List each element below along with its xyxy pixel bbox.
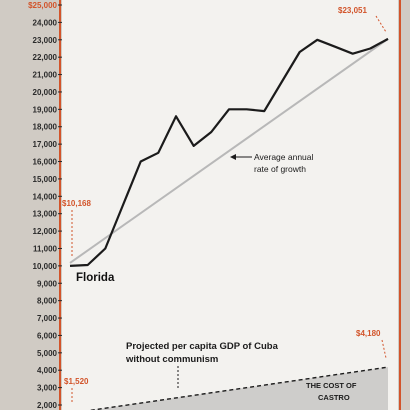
y-tick-label: 10,000 — [33, 262, 58, 271]
label-florida-start: $10,168 — [62, 199, 91, 208]
label-trend-line1: Average annual — [254, 152, 314, 162]
series-line-florida — [69, 37, 389, 267]
y-tick-label: 24,000 — [33, 18, 58, 27]
label-cuba-end: $4,180 — [356, 329, 381, 338]
label-cuba-line2: without communism — [125, 354, 218, 365]
label-cuba-line1: Projected per capita GDP of Cuba — [126, 341, 279, 352]
y-tick-label: 13,000 — [33, 210, 58, 219]
florida-end-leader — [375, 15, 387, 33]
label-series-florida: Florida — [76, 272, 115, 284]
y-tick-label: 19,000 — [33, 105, 58, 114]
cuba-projection-line — [88, 366, 389, 410]
y-tick-label: 20,000 — [33, 88, 58, 97]
label-trend-line2: rate of growth — [254, 164, 306, 174]
label-cuba-start: $1,520 — [64, 377, 89, 386]
y-tick-label: $25,000 — [28, 1, 57, 10]
y-tick-label: 18,000 — [33, 123, 58, 132]
y-tick-label: 16,000 — [33, 158, 58, 167]
y-tick-label: 23,000 — [33, 36, 58, 45]
y-tick-label: 9,000 — [37, 279, 58, 288]
y-tick-label: 22,000 — [33, 53, 58, 62]
y-tick-label: 12,000 — [33, 227, 58, 236]
trend-line — [69, 38, 389, 264]
trend-pointer-arrow — [230, 154, 236, 160]
y-tick-label: 11,000 — [33, 244, 58, 253]
y-tick-label: 8,000 — [37, 297, 58, 306]
y-tick-label: 2,000 — [37, 401, 58, 410]
y-tick-label: 7,000 — [37, 314, 58, 323]
label-cost-line1: THE COST OF — [306, 381, 357, 390]
y-tick-label: 14,000 — [33, 192, 58, 201]
label-florida-end: $23,051 — [338, 6, 367, 15]
y-tick-label: 15,000 — [33, 175, 58, 184]
y-axis-ticks: 2,000 3,000 4,000 5,000 6,000 7,000 8,000 9,000… — [28, 1, 62, 410]
plot-area — [62, 0, 398, 410]
y-tick-label: 5,000 — [37, 349, 58, 358]
y-tick-label: 6,000 — [37, 331, 58, 340]
label-cost-line2: CASTRO — [318, 393, 350, 402]
y-tick-label: 21,000 — [33, 71, 58, 80]
y-tick-label: 4,000 — [37, 366, 58, 375]
y-tick-label: 17,000 — [33, 140, 58, 149]
y-tick-label: 3,000 — [37, 384, 58, 393]
cuba-end-leader — [381, 339, 387, 359]
